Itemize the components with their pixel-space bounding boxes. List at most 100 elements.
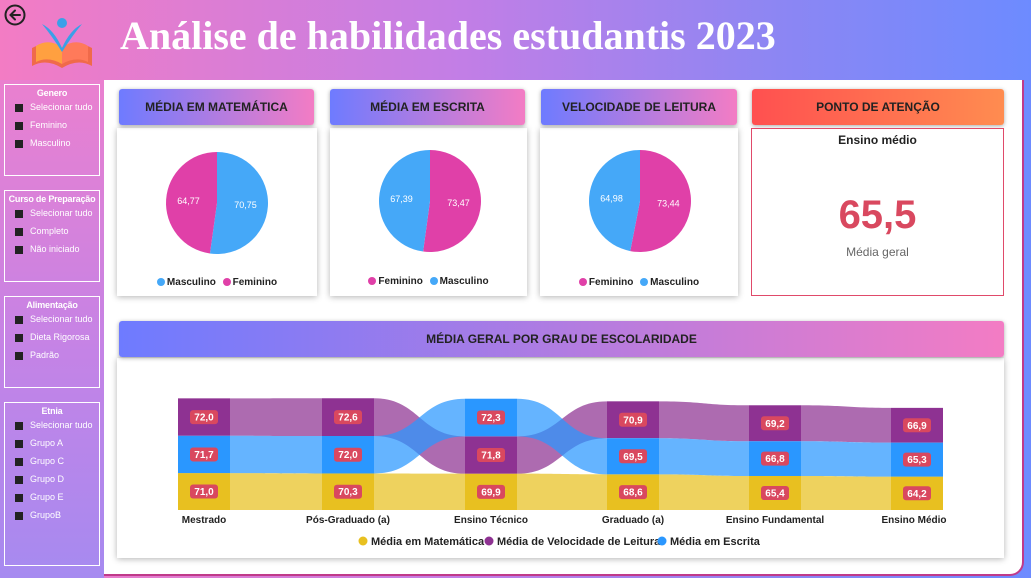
- ribbon-leitura: [801, 405, 891, 443]
- filter-curso: Curso de Preparação Selecionar tudo Comp…: [4, 190, 100, 282]
- checkbox-icon[interactable]: [15, 475, 23, 484]
- filter-etnia: Etnia Selecionar tudo Grupo A Grupo C Gr…: [4, 402, 100, 566]
- data-label-bg: [903, 418, 931, 433]
- filter-option[interactable]: Grupo D: [5, 470, 99, 488]
- data-label: 65,3: [907, 455, 927, 466]
- data-label-bg: [619, 485, 647, 500]
- pie-slice-feminino: [630, 150, 691, 252]
- data-label-bg: [477, 484, 505, 499]
- attention-label: Média geral: [846, 245, 909, 259]
- filter-title: Etnia: [41, 406, 63, 416]
- page-title: Análise de habilidades estudantis 2023: [120, 13, 776, 58]
- checkbox-icon[interactable]: [15, 103, 23, 112]
- legend-dot: [368, 277, 377, 286]
- data-label-bg: [761, 416, 789, 431]
- attention-value: 65,5: [838, 193, 917, 237]
- legend-dot: [484, 536, 494, 546]
- filter-option[interactable]: Grupo A: [5, 434, 99, 452]
- filter-option[interactable]: Dieta Rigorosa: [5, 328, 99, 346]
- ribbon-escrita: [374, 398, 465, 474]
- x-tick-label: Graduado (a): [602, 515, 664, 526]
- ribbon-escrita: [801, 441, 891, 477]
- legend-dot: [222, 278, 231, 287]
- filter-alimentacao: Alimentação Selecionar tudo Dieta Rigoro…: [4, 296, 100, 388]
- legend-label: Feminino: [232, 277, 278, 288]
- checkbox-icon[interactable]: [15, 121, 23, 130]
- filter-option[interactable]: Grupo C: [5, 452, 99, 470]
- checkbox-icon[interactable]: [15, 439, 23, 448]
- data-label: 70,3: [338, 487, 358, 498]
- legend-label: Média em Escrita: [670, 536, 761, 548]
- legend-leitura: Feminino Masculino: [540, 277, 738, 288]
- ribbon-escrita: [659, 438, 749, 476]
- checkbox-icon[interactable]: [15, 209, 23, 218]
- data-label: 72,3: [481, 413, 501, 424]
- filter-title: Genero: [36, 88, 68, 98]
- filter-title: Curso de Preparação: [8, 194, 96, 204]
- filter-option[interactable]: GrupoB: [5, 506, 99, 524]
- filter-option[interactable]: Feminino: [5, 116, 99, 134]
- filter-option[interactable]: Selecionar tudo: [5, 204, 99, 222]
- pie-slice-feminino: [423, 150, 481, 252]
- checkbox-icon[interactable]: [15, 421, 23, 430]
- checkbox-icon[interactable]: [15, 315, 23, 324]
- ribbon-leitura: [659, 401, 749, 442]
- attention-subtitle: Ensino médio: [838, 133, 917, 147]
- checkbox-icon[interactable]: [15, 333, 23, 342]
- pie-label: 64,77: [177, 196, 200, 206]
- data-label: 68,6: [623, 488, 643, 499]
- data-label-bg: [477, 447, 505, 462]
- data-label-bg: [619, 412, 647, 427]
- pie-label: 73,44: [657, 199, 680, 209]
- checkbox-icon[interactable]: [15, 493, 23, 502]
- filter-option[interactable]: Não iniciado: [5, 240, 99, 258]
- data-label: 72,6: [338, 413, 358, 424]
- header: Análise de habilidades estudantis 2023: [0, 0, 1031, 80]
- ribbon-matematica: [517, 473, 607, 510]
- pie-chart-leitura: 73,44 64,98: [589, 150, 691, 252]
- filter-option[interactable]: Selecionar tudo: [5, 310, 99, 328]
- filter-option[interactable]: Selecionar tudo: [5, 416, 99, 434]
- data-label: 72,0: [338, 450, 358, 461]
- data-label: 70,9: [623, 415, 643, 426]
- filter-option[interactable]: Completo: [5, 222, 99, 240]
- ribbon-escrita: [230, 435, 322, 474]
- legend-dot: [358, 536, 368, 546]
- legend-dot: [640, 278, 649, 287]
- data-label-bg: [334, 447, 362, 462]
- x-tick-label: Ensino Técnico: [454, 515, 528, 526]
- legend-dot: [657, 536, 667, 546]
- checkbox-icon[interactable]: [15, 227, 23, 236]
- x-tick-label: Mestrado: [182, 515, 226, 526]
- data-label: 65,4: [765, 488, 785, 499]
- legend-label: Feminino: [588, 277, 634, 288]
- ribbon-chart: 71,0 72,0 71,7 Mestrado 70,3 72,6 72,0 Pós-Grad…: [178, 398, 947, 548]
- filter-genero: Genero Selecionar tudo Feminino Masculin…: [4, 84, 100, 176]
- legend-label: Masculino: [439, 276, 489, 287]
- filter-option[interactable]: Selecionar tudo: [5, 98, 99, 116]
- data-label-bg: [190, 410, 218, 425]
- data-label-bg: [190, 447, 218, 462]
- checkbox-icon[interactable]: [15, 511, 23, 520]
- filter-option[interactable]: Padrão: [5, 346, 99, 364]
- chart-title: MÉDIA EM ESCRITA: [330, 89, 525, 125]
- back-arrow-icon[interactable]: [4, 4, 26, 26]
- filter-sidebar: Genero Selecionar tudo Feminino Masculin…: [0, 80, 104, 578]
- checkbox-icon[interactable]: [15, 245, 23, 254]
- filter-option[interactable]: Grupo E: [5, 488, 99, 506]
- checkbox-icon[interactable]: [15, 351, 23, 360]
- filter-option[interactable]: Masculino: [5, 134, 99, 152]
- attention-title: PONTO DE ATENÇÃO: [752, 89, 1004, 125]
- data-label: 72,0: [194, 413, 214, 424]
- checkbox-icon[interactable]: [15, 457, 23, 466]
- chart-title: VELOCIDADE DE LEITURA: [541, 89, 737, 125]
- checkbox-icon[interactable]: [15, 139, 23, 148]
- pie-chart-matematica: 70,75 64,77: [165, 152, 268, 254]
- data-label: 71,8: [481, 450, 501, 461]
- data-label-bg: [903, 452, 931, 467]
- data-label: 69,5: [623, 452, 643, 463]
- pie-slice-masculino: [209, 152, 268, 254]
- data-label-bg: [903, 486, 931, 501]
- legend-escrita: Feminino Masculino: [330, 276, 527, 287]
- chart-title: MÉDIA EM MATEMÁTICA: [119, 89, 314, 125]
